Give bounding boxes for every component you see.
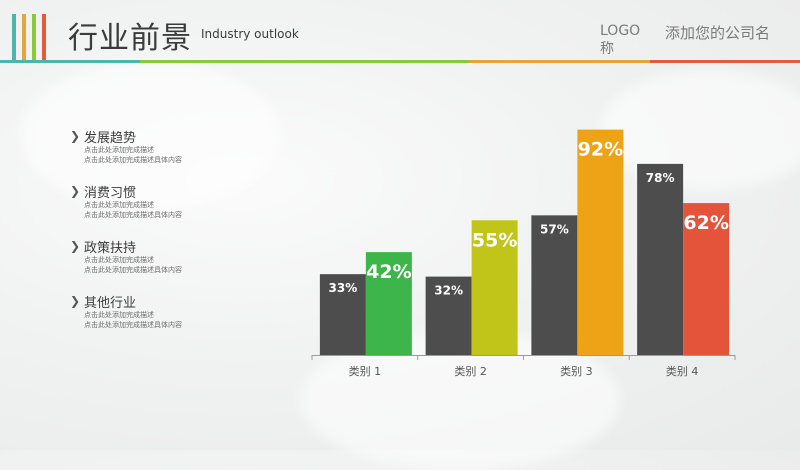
data-label-series-1: 57% (540, 222, 569, 236)
list-item-desc: 点击此处添加完成描述 (84, 146, 154, 154)
data-label-series-2: 55% (472, 229, 517, 251)
stripe (12, 14, 16, 60)
list-item: ❯ 其他行业 点击此处添加完成描述 点击此处添加完成描述具体内容 (70, 292, 250, 330)
chevron-right-icon: ❯ (70, 294, 81, 308)
company-name: 添加您的公司名 (665, 24, 771, 42)
bar-series-2 (577, 129, 624, 355)
stripe (32, 14, 36, 60)
chevron-right-icon: ❯ (70, 239, 81, 253)
data-label-series-1: 33% (329, 281, 358, 295)
stripe (42, 14, 46, 60)
data-label-series-1: 32% (434, 284, 463, 298)
chevron-right-icon: ❯ (70, 129, 81, 143)
bar-series-1 (531, 215, 578, 355)
list-item-desc: 点击此处添加完成描述 (84, 201, 154, 209)
page-subtitle: Industry outlook (201, 27, 299, 41)
logo-placeholder: LOGO 称 (600, 23, 641, 57)
background-cloud (600, 70, 800, 190)
background-cloud (20, 60, 280, 210)
data-label-series-2: 42% (366, 261, 411, 283)
header-stripes (12, 14, 52, 60)
bar-chart: 33% 42% 类别 1 32% 55% 类别 2 57% 92% 类别 3 78% 62% 类别 4 (311, 129, 736, 378)
x-tick-label: 类别 4 (666, 364, 699, 378)
list-item-desc: 点击此处添加完成描述具体内容 (84, 156, 182, 164)
bar-series-2 (683, 203, 730, 355)
bar-series-2 (365, 252, 412, 355)
data-label-series-2: 92% (578, 139, 623, 161)
list-item-desc: 点击此处添加完成描述 (84, 256, 154, 264)
list-item-desc: 点击此处添加完成描述具体内容 (84, 266, 182, 274)
list-item-desc: 点击此处添加完成描述具体内容 (84, 321, 182, 329)
bar-series-1 (319, 274, 366, 355)
list-item: ❯ 消费习惯 点击此处添加完成描述 点击此处添加完成描述具体内容 (70, 182, 250, 220)
list-item: ❯ 发展趋势 点击此处添加完成描述 点击此处添加完成描述具体内容 (70, 127, 250, 165)
data-label-series-2: 62% (683, 212, 728, 234)
list-item-title: 消费习惯 (84, 185, 137, 201)
chevron-right-icon: ❯ (70, 184, 81, 198)
page-title: 行业前景 (68, 21, 192, 56)
bar-series-1 (425, 276, 472, 355)
x-tick-label: 类别 3 (560, 364, 593, 378)
list-item-desc: 点击此处添加完成描述 (84, 311, 154, 319)
list-item-title: 发展趋势 (84, 130, 137, 146)
list-item: ❯ 政策扶持 点击此处添加完成描述 点击此处添加完成描述具体内容 (70, 237, 250, 275)
header-divider (0, 60, 800, 63)
stripe (22, 14, 26, 60)
list-item-desc: 点击此处添加完成描述具体内容 (84, 211, 182, 219)
list-item-title: 政策扶持 (84, 240, 137, 256)
topic-list: ❯ 发展趋势 点击此处添加完成描述 点击此处添加完成描述具体内容 ❯ 消费习惯 点击… (70, 127, 250, 347)
data-label-series-1: 78% (646, 171, 675, 185)
bar-series-2 (471, 220, 518, 355)
x-tick-label: 类别 2 (454, 364, 487, 378)
x-tick-label: 类别 1 (349, 364, 382, 378)
list-item-title: 其他行业 (84, 295, 137, 311)
bar-series-1 (637, 163, 684, 355)
